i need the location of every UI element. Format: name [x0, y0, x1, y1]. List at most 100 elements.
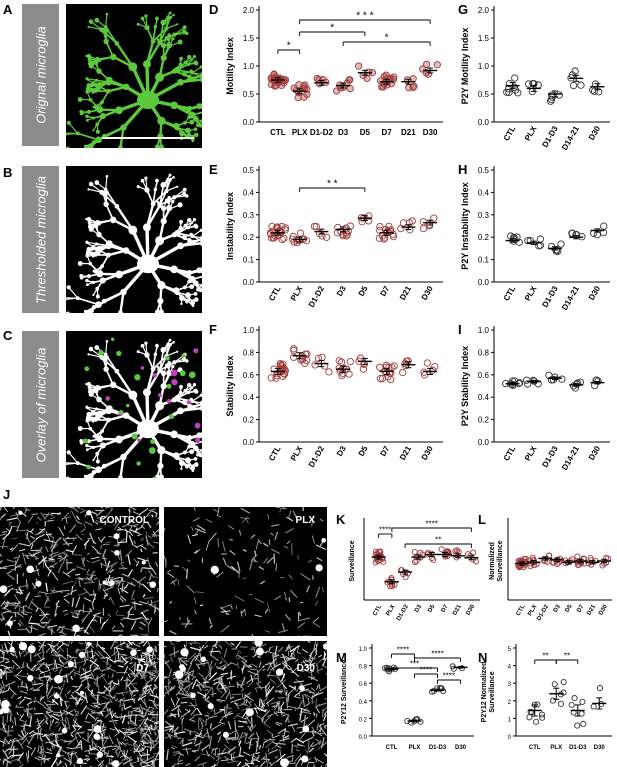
process-fiber [25, 752, 29, 763]
process-tip [77, 97, 83, 102]
process-tip [94, 345, 100, 350]
process-fiber [50, 714, 60, 721]
process-fiber [164, 685, 168, 688]
process-fiber [85, 714, 89, 720]
process-fiber [93, 681, 96, 685]
process-fiber [191, 641, 197, 645]
process-fiber [87, 712, 96, 720]
process [87, 26, 103, 31]
process-fiber [54, 551, 66, 557]
process-fiber [62, 538, 70, 547]
process-fiber [53, 658, 58, 670]
process-fiber [144, 745, 155, 749]
process-fiber [16, 738, 24, 749]
process-fiber [94, 710, 106, 714]
process-fiber [254, 687, 258, 693]
process-fiber [140, 548, 143, 553]
process-fiber [245, 518, 249, 524]
cell-soma [280, 758, 289, 767]
process-fiber [138, 508, 149, 516]
cell-soma [79, 690, 85, 695]
process-tip [136, 185, 140, 189]
process [158, 70, 176, 79]
process-fiber [86, 650, 89, 659]
process [191, 229, 202, 237]
process-fiber [169, 727, 173, 731]
process-fiber [295, 658, 299, 663]
process-fiber [80, 508, 84, 511]
sig-label: * [287, 41, 291, 52]
process-fiber [90, 672, 95, 678]
process-fiber [241, 664, 246, 672]
process-fiber [53, 586, 56, 591]
process-fiber [284, 645, 294, 652]
data-point [577, 81, 585, 89]
process-fiber [70, 611, 81, 616]
process [152, 27, 168, 43]
process-fiber [157, 644, 159, 646]
cell-soma [323, 644, 327, 650]
process-fiber [118, 729, 126, 736]
process-fiber [26, 701, 33, 706]
process-tip [85, 448, 89, 452]
process [159, 146, 162, 148]
process-fiber [91, 648, 94, 660]
process-fiber [270, 645, 275, 648]
cell-soma [2, 706, 9, 714]
process [105, 191, 108, 205]
process-tip [88, 60, 92, 64]
process-fiber [0, 567, 7, 569]
process [152, 355, 168, 370]
process-fiber [164, 659, 171, 670]
process-fiber [168, 688, 175, 692]
cell-soma [149, 581, 157, 588]
process-fiber [157, 517, 159, 520]
process-fiber [105, 764, 108, 767]
process-fiber [260, 702, 266, 709]
process-fiber [209, 624, 213, 629]
process-fiber [167, 686, 173, 693]
process-fiber [252, 663, 258, 668]
process-fiber [260, 755, 266, 761]
process-fiber [21, 553, 27, 557]
process-fiber [74, 753, 79, 759]
process-fiber [139, 762, 142, 766]
process-fiber [324, 763, 327, 767]
process-fiber [156, 530, 159, 533]
process-fiber [174, 726, 179, 732]
process-fiber [59, 634, 67, 636]
process-fiber [241, 688, 245, 692]
y-tick-label: 0.0 [478, 278, 490, 287]
process-fiber [156, 520, 159, 525]
process-fiber [64, 719, 68, 724]
process-fiber [254, 614, 262, 618]
process-fiber [144, 656, 149, 665]
process-tip [85, 250, 91, 256]
data-point [376, 363, 384, 371]
process-fiber [250, 534, 256, 539]
process-fiber [266, 738, 276, 741]
process-fiber [149, 686, 154, 695]
process-fiber [209, 723, 212, 729]
process-fiber [44, 512, 50, 520]
process-fiber [89, 659, 100, 667]
process-fiber [123, 528, 130, 533]
process-fiber [122, 758, 133, 765]
process-tip [156, 38, 160, 41]
data-point [454, 547, 461, 554]
process-fiber [22, 613, 28, 616]
process-fiber [191, 751, 197, 753]
process-fiber [223, 648, 228, 658]
process-fiber [213, 709, 223, 716]
sig-label: ** [564, 652, 570, 661]
process-fiber [121, 741, 127, 746]
process-fiber [58, 668, 63, 675]
cell-soma [245, 708, 254, 717]
process-fiber [184, 641, 188, 650]
process-fiber [217, 664, 226, 670]
y-tick-label: 0.2 [478, 233, 490, 242]
cell-soma [27, 645, 36, 654]
process-fiber [131, 642, 141, 648]
process-tip [172, 13, 175, 17]
